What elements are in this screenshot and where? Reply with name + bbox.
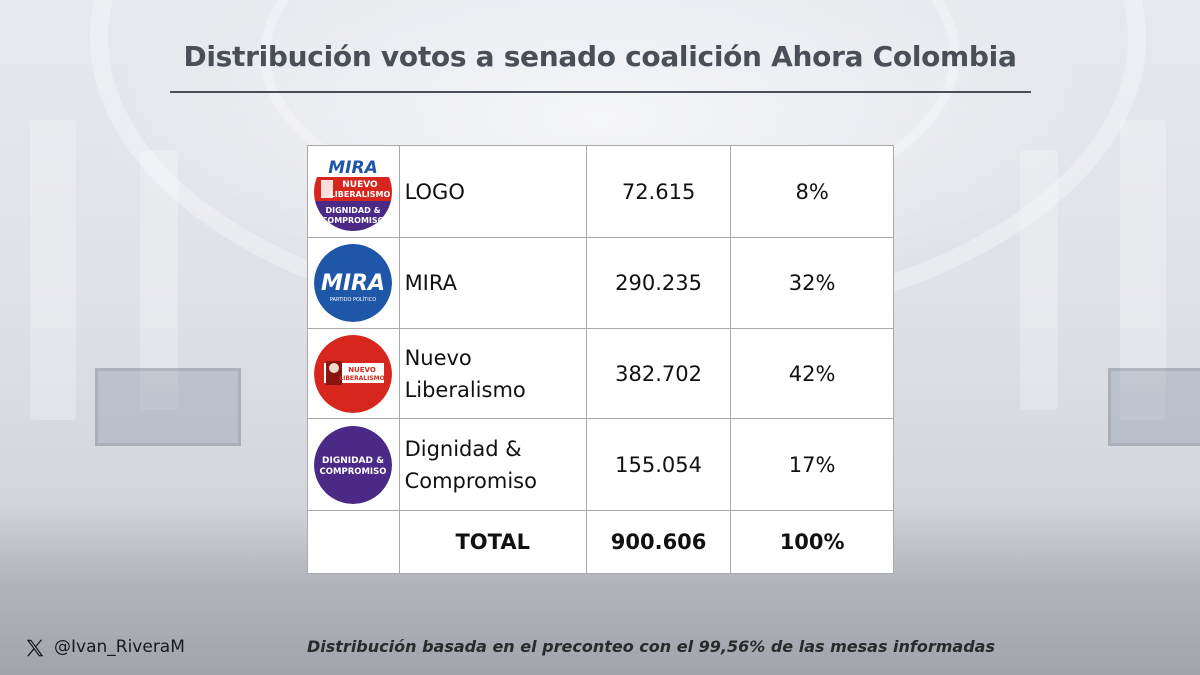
nuevo-liberalismo-logo-icon: NUEVO LIBERALISMO [314,334,393,413]
percent-value: 17% [730,418,894,511]
coalition-logo-icon: MIRA NUEVO LIBERALISMO DIGNIDAD & COMPRO… [314,152,393,231]
table-row: NUEVO LIBERALISMO Nuevo Liberalismo 382.… [307,328,894,419]
x-logo-icon [26,639,44,657]
title-underline [170,91,1031,93]
party-name: Dignidad & Compromiso [398,418,587,511]
coalition-liberalismo-text: LIBERALISMO [330,190,391,199]
total-votes: 900.606 [585,510,732,574]
compromiso-logo-text: COMPROMISO [320,467,387,477]
percent-value: 32% [730,237,894,329]
coalition-compromiso-text: COMPROMISO [322,216,385,225]
table-row: MIRA PARTIDO POLÍTICO MIRA 290.235 32% [307,237,894,329]
total-percent: 100% [730,510,894,574]
mira-logo-icon: MIRA PARTIDO POLÍTICO [314,244,393,322]
table-row: DIGNIDAD & COMPROMISO Dignidad & Comprom… [307,418,894,511]
total-row: TOTAL 900.606 100% [307,510,894,574]
party-name: MIRA [398,237,587,329]
party-name-line: Compromiso [404,468,537,493]
party-name: Nuevo Liberalismo [398,328,587,419]
liberalismo-logo-text: LIBERALISMO [340,375,385,382]
nuevo-logo-text: NUEVO [348,366,376,374]
votes-value: 155.054 [585,418,732,511]
dignidad-compromiso-logo-icon: DIGNIDAD & COMPROMISO [314,425,393,504]
votes-value: 382.702 [585,328,732,419]
coalition-nuevo-text: NUEVO [343,180,379,190]
coalition-mira-text: MIRA [329,158,379,178]
party-name-line: MIRA [404,271,457,295]
mira-logo-subtext: PARTIDO POLÍTICO [330,296,376,303]
total-label: TOTAL [398,510,587,574]
party-name-line: Liberalismo [404,377,526,402]
logo-cell: NUEVO LIBERALISMO [307,328,400,419]
logo-cell: MIRA PARTIDO POLÍTICO [307,237,400,329]
votes-value: 72.615 [585,145,732,238]
logo-cell: DIGNIDAD & COMPROMISO [307,418,400,511]
percent-value: 8% [730,145,894,238]
source-note: Distribución basada en el preconteo con … [306,637,995,656]
logo-cell: MIRA NUEVO LIBERALISMO DIGNIDAD & COMPRO… [307,145,400,238]
party-name-line: Dignidad & [404,436,522,461]
percent-value: 42% [730,328,894,419]
table-row: MIRA NUEVO LIBERALISMO DIGNIDAD & COMPRO… [307,145,894,238]
dignidad-logo-text: DIGNIDAD & [322,456,384,466]
party-name: LOGO [398,145,587,238]
empty-cell [307,510,400,574]
page-title: Distribución votos a senado coalición Ah… [183,40,1017,73]
author-handle: @Ivan_RiveraM [54,637,185,657]
party-name-line: Nuevo [404,345,472,370]
coalition-dignidad-text: DIGNIDAD & [326,206,381,215]
mira-logo-text: MIRA [321,271,385,296]
votes-value: 290.235 [585,237,732,329]
votes-table: MIRA NUEVO LIBERALISMO DIGNIDAD & COMPRO… [307,145,894,574]
